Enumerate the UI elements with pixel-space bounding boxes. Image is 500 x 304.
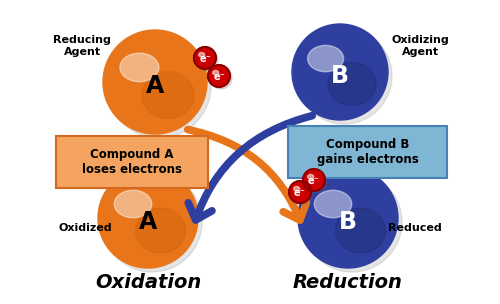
Text: B: B [339,210,357,234]
Circle shape [196,49,218,71]
Text: e⁻: e⁻ [308,176,320,186]
FancyArrowPatch shape [188,130,306,220]
Circle shape [210,67,232,89]
Text: e⁻: e⁻ [294,188,306,198]
Circle shape [107,34,211,138]
Ellipse shape [314,190,352,218]
Text: A: A [146,74,164,98]
Ellipse shape [294,186,300,191]
Ellipse shape [336,208,386,253]
Ellipse shape [142,72,194,118]
Circle shape [289,181,311,203]
Ellipse shape [212,71,218,75]
Circle shape [292,24,388,120]
Text: Reduction: Reduction [293,272,403,292]
Ellipse shape [328,62,376,105]
Ellipse shape [198,53,204,57]
Circle shape [103,30,207,134]
FancyBboxPatch shape [56,136,208,188]
Text: A: A [139,210,157,234]
Text: Compound B
gains electrons: Compound B gains electrons [316,138,418,166]
Ellipse shape [308,45,344,72]
Text: Reduced: Reduced [388,223,442,233]
Circle shape [298,168,398,268]
Text: e⁻: e⁻ [213,72,225,82]
Circle shape [302,172,402,272]
Circle shape [98,168,198,268]
Text: Reducing
Agent: Reducing Agent [53,35,111,57]
Ellipse shape [114,190,152,218]
Ellipse shape [308,174,314,179]
Circle shape [305,171,327,193]
Text: Oxidizing
Agent: Oxidizing Agent [391,35,449,57]
Ellipse shape [136,208,186,253]
FancyArrowPatch shape [188,116,312,220]
Circle shape [194,47,216,69]
Circle shape [102,172,202,272]
Circle shape [208,65,230,87]
Ellipse shape [120,53,159,82]
Circle shape [291,183,313,205]
Circle shape [303,169,325,191]
Text: Oxidized: Oxidized [58,223,112,233]
Circle shape [296,28,392,124]
Text: B: B [331,64,349,88]
FancyBboxPatch shape [288,126,447,178]
Text: Oxidation: Oxidation [95,272,201,292]
Text: e⁻: e⁻ [199,54,211,64]
Text: Compound A
loses electrons: Compound A loses electrons [82,148,182,176]
